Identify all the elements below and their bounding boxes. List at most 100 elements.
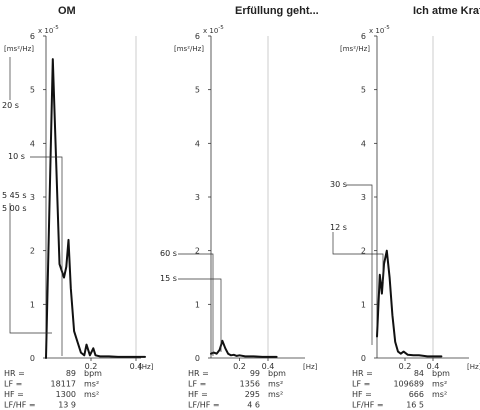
x-tick-label: 0.4 [130, 362, 143, 371]
stat-row: LF = 1356 ms² [188, 380, 283, 389]
stat-unit: ms² [432, 390, 447, 399]
stat-value: 295 [245, 390, 260, 399]
chart-title: Ich atme Kraft... [413, 5, 480, 17]
stat-label: HR = [352, 369, 373, 378]
y-tick-label: 2 [195, 247, 200, 256]
stat-row: HR = 84 bpm [352, 369, 450, 378]
stat-value: 16 5 [406, 401, 424, 410]
stat-label: LF = [352, 380, 370, 389]
y-axis-unit: [ms²/Hz] [174, 45, 204, 53]
stat-value: 1356 [240, 380, 260, 389]
spectrum-curve [45, 58, 146, 359]
time-annotation: 60 s [160, 249, 177, 258]
y-tick-label: 1 [30, 300, 35, 309]
stat-row: LF/HF = 13 9 [4, 401, 76, 410]
y-exponent-label: x 10-5 [38, 25, 59, 35]
x-tick-label: 0.4 [262, 362, 275, 371]
chart-panel-1: OM x 10-5 [ms²/Hz] 0 1 2 3 4 5 6 0.2 0.4[Hz] 20 s 10 … [2, 5, 154, 410]
stat-label: HF = [352, 390, 372, 399]
stat-label: LF/HF = [352, 401, 384, 410]
x-axis-unit: [Hz] [467, 363, 480, 371]
stat-value: 4 6 [247, 401, 260, 410]
y-tick-label: 0 [195, 354, 200, 363]
y-exponent-power: -5 [53, 25, 59, 31]
time-annotation: 20 s [2, 101, 19, 110]
annotation-leader-line [30, 156, 63, 356]
y-tick-label: 6 [361, 32, 366, 41]
y-tick-label: 3 [30, 193, 35, 202]
x-tick-label: 0.2 [85, 362, 98, 371]
stat-value: 109689 [393, 380, 424, 389]
stat-row: HF = 1300 ms² [4, 390, 99, 399]
stat-value: 13 9 [58, 401, 76, 410]
y-tick-label: 4 [30, 139, 35, 148]
stat-label: LF = [4, 380, 22, 389]
y-exponent-label: x 10-5 [203, 25, 224, 35]
stat-unit: ms² [268, 380, 283, 389]
stat-label: HR = [188, 369, 209, 378]
stat-row: HF = 666 ms² [352, 390, 447, 399]
stat-value: 666 [409, 390, 424, 399]
time-annotation: 10 s [8, 152, 25, 161]
stat-label: HF = [4, 390, 24, 399]
y-tick-label: 0 [361, 354, 366, 363]
time-annotation: 5 45 s [2, 191, 27, 200]
stat-unit: ms² [268, 390, 283, 399]
x-axis-unit: [Hz] [303, 363, 318, 371]
stat-row: LF/HF = 16 5 [352, 401, 424, 410]
y-tick-label: 2 [361, 247, 366, 256]
y-tick-label: 1 [195, 300, 200, 309]
y-tick-label: 6 [195, 32, 200, 41]
stat-unit: ms² [84, 380, 99, 389]
y-tick-label: 0 [30, 354, 35, 363]
stat-value: 1300 [56, 390, 76, 399]
stat-unit: ms² [432, 380, 447, 389]
stat-value: 89 [66, 369, 76, 378]
x-axis-unit: [Hz] [139, 363, 154, 371]
y-exponent-power: -5 [218, 25, 224, 31]
stat-unit: bpm [432, 369, 450, 378]
y-tick-label: 4 [195, 139, 200, 148]
annotation-leader-line [178, 278, 222, 352]
time-annotation: 12 s [330, 223, 347, 232]
stat-row: LF/HF = 4 6 [188, 401, 260, 410]
y-tick-label: 5 [361, 86, 366, 95]
stat-label: HR = [4, 369, 25, 378]
y-exponent-label: x 10-5 [369, 25, 390, 35]
annotation-leader-line [9, 203, 52, 334]
chart-panel-3: Ich atme Kraft... x 10-5 [ms²/Hz] 0 1 2 3 4 5 6 0.… [330, 5, 480, 410]
chart-title: Erfüllung geht... [235, 5, 319, 17]
stat-unit: bpm [268, 369, 286, 378]
x-tick-label: 0.2 [399, 362, 412, 371]
y-tick-label: 6 [30, 32, 35, 41]
spectrum-curve [210, 339, 278, 358]
stat-row: LF = 18117 ms² [4, 380, 99, 389]
y-tick-label: 3 [195, 193, 200, 202]
stat-label: LF/HF = [188, 401, 220, 410]
stat-label: LF/HF = [4, 401, 36, 410]
y-axis-unit: [ms²/Hz] [4, 45, 34, 53]
stat-label: HF = [188, 390, 208, 399]
stat-label: LF = [188, 380, 206, 389]
stat-unit: bpm [84, 369, 102, 378]
y-tick-label: 5 [195, 86, 200, 95]
stat-row: HR = 89 bpm [4, 369, 102, 378]
x-tick-label: 0.2 [233, 362, 246, 371]
stat-value: 18117 [51, 380, 76, 389]
y-tick-label: 4 [361, 139, 366, 148]
stat-row: LF = 109689 ms² [352, 380, 447, 389]
time-annotation: 5 00 s [2, 204, 27, 213]
y-tick-label: 2 [30, 247, 35, 256]
chart-title: OM [58, 5, 76, 17]
stat-value: 99 [250, 369, 260, 378]
y-axis-unit: [ms²/Hz] [340, 45, 370, 53]
chart-panel-2: Erfüllung geht... x 10-5 [ms²/Hz] 0 1 2 3 4 5 6 0.… [160, 5, 319, 410]
annotation-leader-line [178, 253, 214, 356]
spectrum-curve [376, 249, 443, 358]
stat-value: 84 [414, 369, 424, 378]
time-annotation: 15 s [160, 274, 177, 283]
annotation-leader-line [332, 232, 384, 282]
x-tick-label: 0.4 [427, 362, 440, 371]
y-tick-label: 1 [361, 300, 366, 309]
